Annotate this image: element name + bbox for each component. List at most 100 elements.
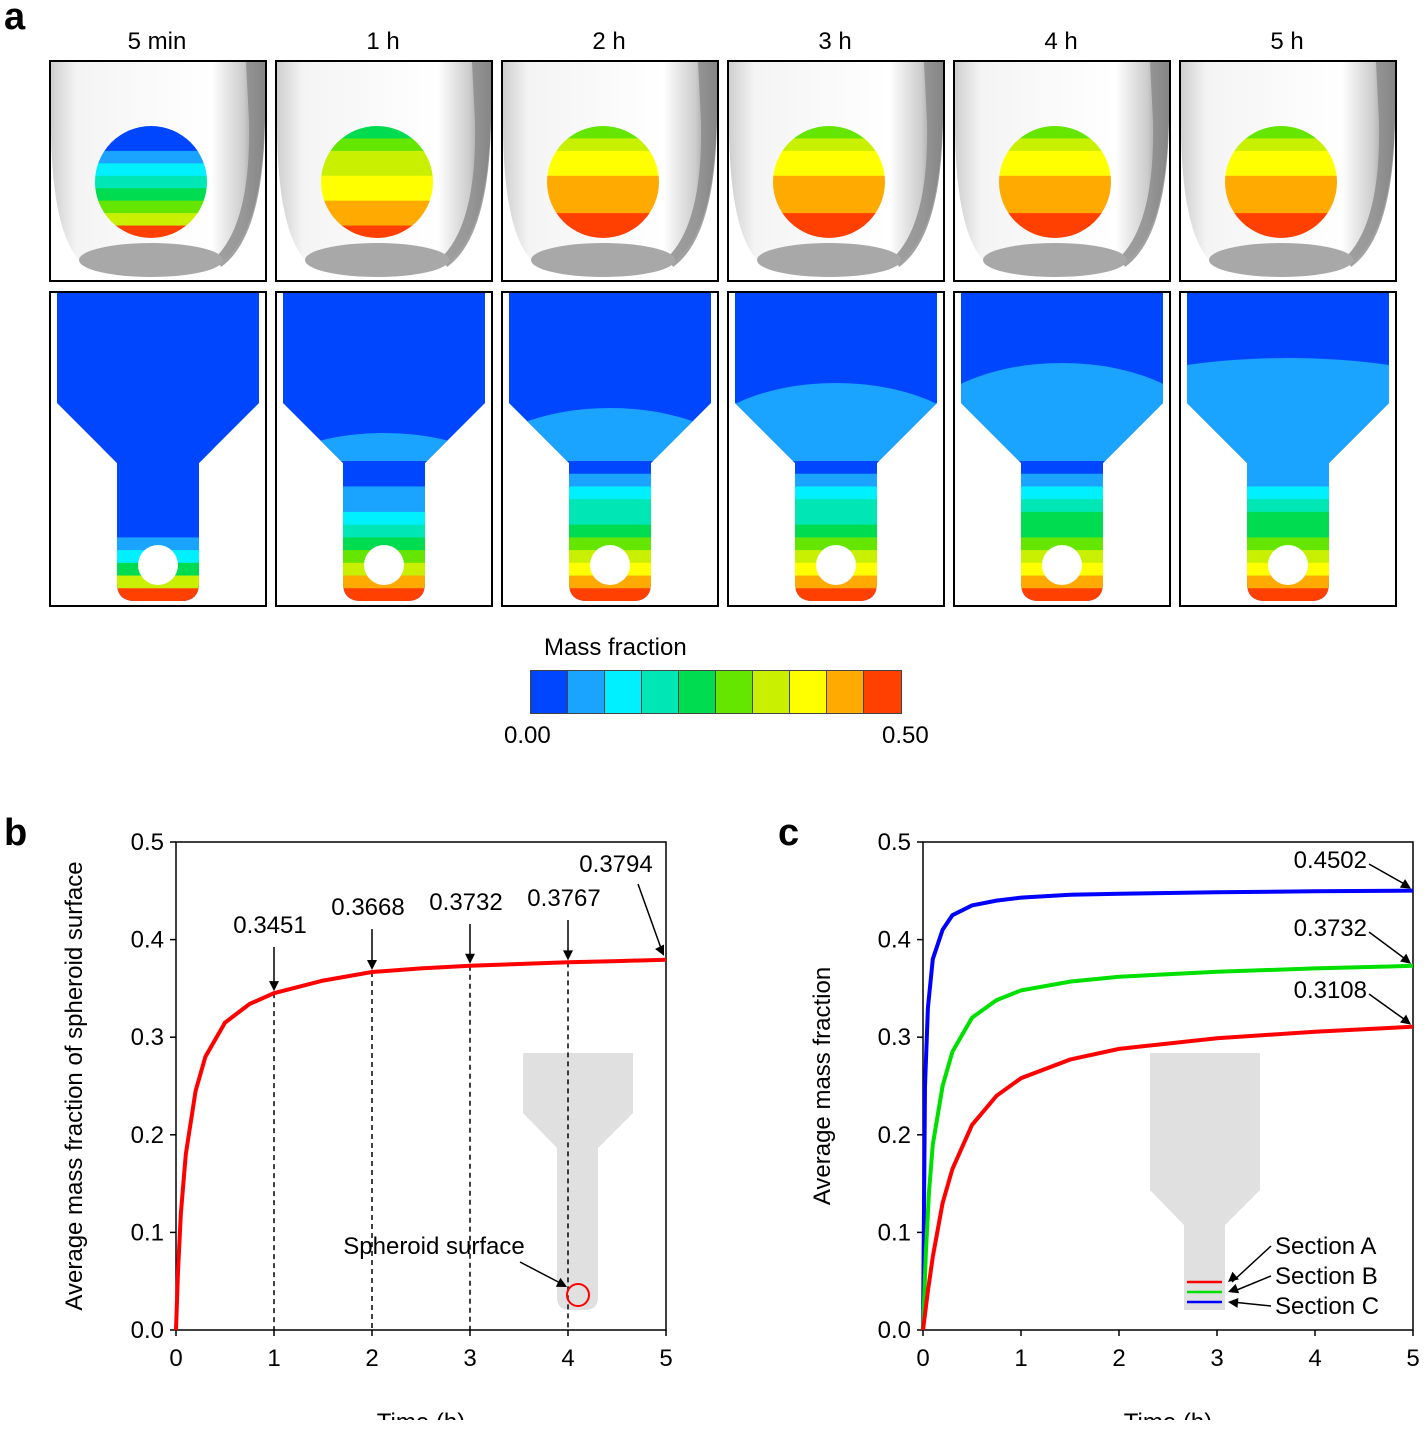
cross-section-view bbox=[275, 291, 493, 607]
annotation-arrowhead bbox=[563, 950, 573, 961]
annotation-arrowhead bbox=[655, 944, 664, 956]
section-label: Section C bbox=[1275, 1293, 1379, 1320]
spheroid-3d-view bbox=[1179, 60, 1397, 282]
y-tick-label: 0.3 bbox=[131, 1024, 164, 1051]
section-arrowhead bbox=[1228, 1283, 1240, 1294]
annotation-arrowhead bbox=[1400, 953, 1411, 964]
colorbar-swatch bbox=[790, 671, 827, 713]
cross-section-view bbox=[727, 291, 945, 607]
annotation-arrowhead bbox=[269, 981, 279, 992]
section-arrowhead bbox=[1228, 1271, 1239, 1282]
colorbar-swatch bbox=[531, 671, 568, 713]
section-label: Section B bbox=[1275, 1263, 1378, 1290]
annotation-label: 0.4502 bbox=[1294, 847, 1367, 874]
time-label: 4 h bbox=[1044, 28, 1078, 55]
y-axis-label: Average mass fraction bbox=[809, 967, 836, 1205]
spheroid-3d-view bbox=[727, 60, 945, 282]
inset-channel-schematic bbox=[523, 1053, 633, 1310]
colorbar-swatch bbox=[827, 671, 864, 713]
inset-arrow bbox=[519, 1261, 565, 1286]
colorbar bbox=[530, 670, 902, 714]
section-label: Section A bbox=[1275, 1233, 1376, 1260]
time-label: 1 h bbox=[366, 28, 400, 55]
spheroid-3d-view bbox=[49, 60, 267, 282]
x-tick-label: 4 bbox=[561, 1345, 574, 1372]
annotation-arrow bbox=[1368, 931, 1410, 963]
annotation-label: 0.3451 bbox=[233, 912, 306, 939]
annotation-arrow bbox=[1368, 993, 1410, 1024]
inset-channel-schematic bbox=[1150, 1053, 1260, 1310]
annotation-label: 0.3732 bbox=[429, 889, 502, 916]
x-tick-label: 5 bbox=[1406, 1345, 1419, 1372]
series-line bbox=[921, 963, 1414, 1331]
series-line bbox=[174, 957, 667, 1331]
time-label: 5 h bbox=[1270, 28, 1304, 55]
annotation-arrowhead bbox=[367, 960, 377, 971]
x-tick-label: 1 bbox=[267, 1345, 280, 1372]
section-arrowhead bbox=[1228, 1297, 1239, 1308]
y-tick-label: 0.4 bbox=[131, 927, 164, 954]
annotation-label: 0.3767 bbox=[527, 885, 600, 912]
spheroid-3d-view bbox=[953, 60, 1171, 282]
panel-letter-a: a bbox=[4, 0, 26, 38]
time-label: 2 h bbox=[592, 28, 626, 55]
colorbar-swatch bbox=[605, 671, 642, 713]
spheroid-surface-marker bbox=[566, 1283, 590, 1307]
cross-section-view bbox=[49, 291, 267, 607]
colorbar-min-label: 0.00 bbox=[504, 722, 551, 749]
inset-arrowhead bbox=[555, 1277, 567, 1287]
y-tick-label: 0.5 bbox=[878, 829, 911, 856]
x-tick-label: 2 bbox=[1112, 1345, 1125, 1372]
colorbar-swatch bbox=[753, 671, 790, 713]
section-arrow bbox=[1231, 1275, 1272, 1293]
cross-section-view bbox=[501, 291, 719, 607]
x-tick-label: 3 bbox=[463, 1345, 476, 1372]
annotation-arrow bbox=[637, 883, 664, 954]
y-tick-label: 0.0 bbox=[878, 1317, 911, 1344]
x-tick-label: 5 bbox=[659, 1345, 672, 1372]
annotation-label: 0.3732 bbox=[1294, 915, 1367, 942]
section-arrow bbox=[1231, 1301, 1272, 1307]
x-tick-label: 0 bbox=[916, 1345, 929, 1372]
x-tick-label: 0 bbox=[169, 1345, 182, 1372]
x-tick-label: 4 bbox=[1308, 1345, 1321, 1372]
annotation-label: 0.3108 bbox=[1294, 977, 1367, 1004]
panel-letter-c: c bbox=[778, 812, 800, 854]
colorbar-swatch bbox=[679, 671, 716, 713]
series-line bbox=[921, 1024, 1414, 1331]
chart-c: 0.0 0.1 0.2 0.3 0.4 0.5 0 1 2 3 4 5 Time (h) Average … bbox=[809, 829, 1420, 1420]
y-tick-label: 0.1 bbox=[131, 1219, 164, 1246]
colorbar-swatch bbox=[568, 671, 605, 713]
x-axis-label: Time (h) bbox=[377, 1409, 465, 1420]
colorbar-swatch bbox=[716, 671, 753, 713]
section-arrow bbox=[1231, 1245, 1272, 1283]
annotation-arrowhead bbox=[1399, 879, 1411, 889]
y-tick-label: 0.0 bbox=[131, 1317, 164, 1344]
series-line bbox=[921, 888, 1414, 1331]
y-tick-label: 0.5 bbox=[131, 829, 164, 856]
time-label: 5 min bbox=[127, 28, 187, 55]
cross-section-view bbox=[1179, 291, 1397, 607]
x-tick-label: 1 bbox=[1014, 1345, 1027, 1372]
spheroid-3d-view bbox=[275, 60, 493, 282]
chart-b: 0.0 0.1 0.2 0.3 0.4 0.5 0 1 2 3 4 5 Time (h) Average … bbox=[61, 829, 673, 1420]
colorbar-max-label: 0.50 bbox=[882, 722, 929, 749]
plot-frame bbox=[175, 841, 667, 1331]
y-tick-label: 0.3 bbox=[878, 1024, 911, 1051]
colorbar-swatch bbox=[642, 671, 679, 713]
y-tick-label: 0.4 bbox=[878, 927, 911, 954]
cross-section-view bbox=[953, 291, 1171, 607]
x-tick-label: 3 bbox=[1210, 1345, 1223, 1372]
colorbar-title: Mass fraction bbox=[544, 634, 687, 661]
annotation-label: 0.3668 bbox=[331, 894, 404, 921]
y-tick-label: 0.1 bbox=[878, 1219, 911, 1246]
x-axis-label: Time (h) bbox=[1124, 1409, 1212, 1420]
time-label: 3 h bbox=[818, 28, 852, 55]
panel-letter-b: b bbox=[4, 812, 28, 854]
y-tick-label: 0.2 bbox=[878, 1122, 911, 1149]
spheroid-3d-view bbox=[501, 60, 719, 282]
annotation-arrow bbox=[1368, 863, 1410, 888]
x-tick-label: 2 bbox=[365, 1345, 378, 1372]
y-tick-label: 0.2 bbox=[131, 1122, 164, 1149]
colorbar-swatch bbox=[864, 671, 901, 713]
